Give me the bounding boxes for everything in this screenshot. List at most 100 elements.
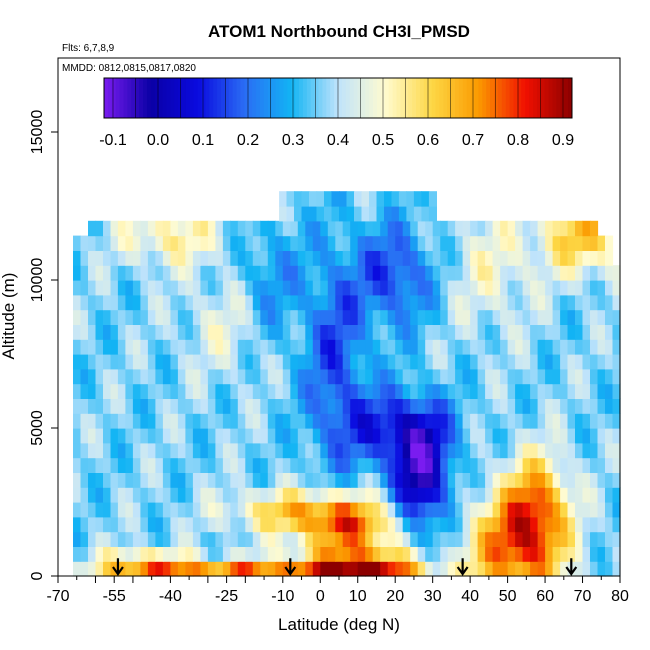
- heatmap-cell: [365, 531, 374, 547]
- heatmap-cell: [417, 561, 426, 577]
- heatmap-cell: [80, 546, 89, 562]
- heatmap-cell: [357, 294, 366, 311]
- heatmap-cell: [162, 546, 171, 562]
- heatmap-cell: [260, 324, 269, 340]
- colorbar-swatch: [431, 78, 436, 118]
- heatmap-cell: [110, 531, 119, 547]
- heatmap-cell: [140, 265, 149, 281]
- heatmap-cell: [327, 265, 336, 281]
- heatmap-cell: [447, 561, 456, 577]
- heatmap-cell: [537, 309, 546, 325]
- heatmap-cell: [342, 428, 351, 444]
- heatmap-cell: [440, 561, 449, 577]
- heatmap-cell: [425, 280, 434, 296]
- heatmap-cell: [207, 472, 216, 488]
- colorbar-tick-label: -0.1: [99, 132, 127, 149]
- colorbar-swatch: [314, 78, 319, 118]
- heatmap-cell: [372, 309, 381, 325]
- heatmap-cell: [207, 413, 216, 429]
- heatmap-cell: [447, 354, 456, 370]
- heatmap-cell: [612, 383, 621, 399]
- heatmap-cell: [267, 546, 276, 562]
- heatmap-cell: [305, 398, 314, 414]
- heatmap-cell: [230, 442, 239, 459]
- heatmap-cell: [500, 457, 509, 473]
- heatmap-cell: [312, 502, 321, 518]
- heatmap-cell: [455, 428, 464, 444]
- heatmap-cell: [350, 561, 359, 577]
- heatmap-cell: [470, 368, 479, 385]
- heatmap-cell: [507, 398, 516, 414]
- heatmap-cell: [275, 561, 284, 577]
- heatmap-cell: [552, 235, 561, 251]
- colorbar-swatch: [326, 78, 331, 118]
- heatmap-cell: [440, 428, 449, 444]
- heatmap-cell: [380, 368, 389, 385]
- heatmap-cell: [230, 235, 239, 251]
- heatmap-cell: [492, 250, 501, 266]
- heatmap-cell: [545, 561, 554, 577]
- heatmap-cell: [545, 502, 554, 518]
- heatmap-cell: [545, 442, 554, 459]
- heatmap-cell: [177, 294, 186, 311]
- heatmap-cell: [73, 516, 82, 533]
- heatmap-cell: [605, 487, 614, 503]
- heatmap-cell: [140, 398, 149, 414]
- heatmap-cell: [275, 339, 284, 355]
- heatmap-cell: [575, 428, 584, 444]
- heatmap-cell: [440, 309, 449, 325]
- heatmap-cell: [567, 368, 576, 385]
- heatmap-cell: [417, 368, 426, 385]
- heatmap-cell: [402, 502, 411, 518]
- heatmap-cell: [410, 398, 419, 414]
- heatmap-cell: [80, 250, 89, 266]
- heatmap-cell: [282, 220, 291, 237]
- heatmap-cell: [417, 502, 426, 518]
- heatmap-cell: [380, 531, 389, 547]
- colorbar-tick-label: 0.9: [552, 132, 574, 149]
- heatmap-cell: [575, 383, 584, 399]
- heatmap-cell: [215, 428, 224, 444]
- heatmap-cell: [117, 324, 126, 340]
- heatmap-cell: [447, 457, 456, 473]
- heatmap-cell: [432, 250, 441, 266]
- heatmap-cell: [380, 546, 389, 562]
- heatmap-cell: [357, 502, 366, 518]
- heatmap-cell: [485, 428, 494, 444]
- heatmap-cell: [357, 383, 366, 399]
- heatmap-cell: [567, 324, 576, 340]
- heatmap-cell: [207, 324, 216, 340]
- heatmap-cell: [125, 235, 134, 251]
- heatmap-cell: [590, 368, 599, 385]
- heatmap-cell: [327, 324, 336, 340]
- heatmap-cell: [230, 265, 239, 281]
- heatmap-cell: [492, 428, 501, 444]
- heatmap-cell: [470, 309, 479, 325]
- colorbar-swatch: [412, 78, 417, 118]
- heatmap-cell: [290, 531, 299, 547]
- heatmap-cell: [140, 516, 149, 533]
- heatmap-cell: [301, 191, 310, 207]
- heatmap-cell: [590, 487, 599, 503]
- heatmap-cell: [387, 294, 396, 311]
- heatmap-cell: [410, 294, 419, 311]
- heatmap-cell: [200, 309, 209, 325]
- heatmap-cell: [200, 561, 209, 577]
- heatmap-cell: [567, 339, 576, 355]
- heatmap-cell: [380, 516, 389, 533]
- heatmap-cell: [500, 487, 509, 503]
- heatmap-cell: [485, 487, 494, 503]
- heatmap-cell: [530, 546, 539, 562]
- heatmap-cell: [320, 354, 329, 370]
- heatmap-cell: [425, 561, 434, 577]
- heatmap-cell: [522, 265, 531, 281]
- heatmap-cell: [575, 457, 584, 473]
- heatmap-cell: [125, 354, 134, 370]
- heatmap-cell: [387, 250, 396, 266]
- heatmap-cell: [413, 206, 422, 222]
- heatmap-cell: [290, 516, 299, 533]
- heatmap-cell: [339, 206, 348, 222]
- heatmap-cell: [88, 220, 97, 237]
- heatmap-cell: [402, 472, 411, 488]
- heatmap-cell: [522, 398, 531, 414]
